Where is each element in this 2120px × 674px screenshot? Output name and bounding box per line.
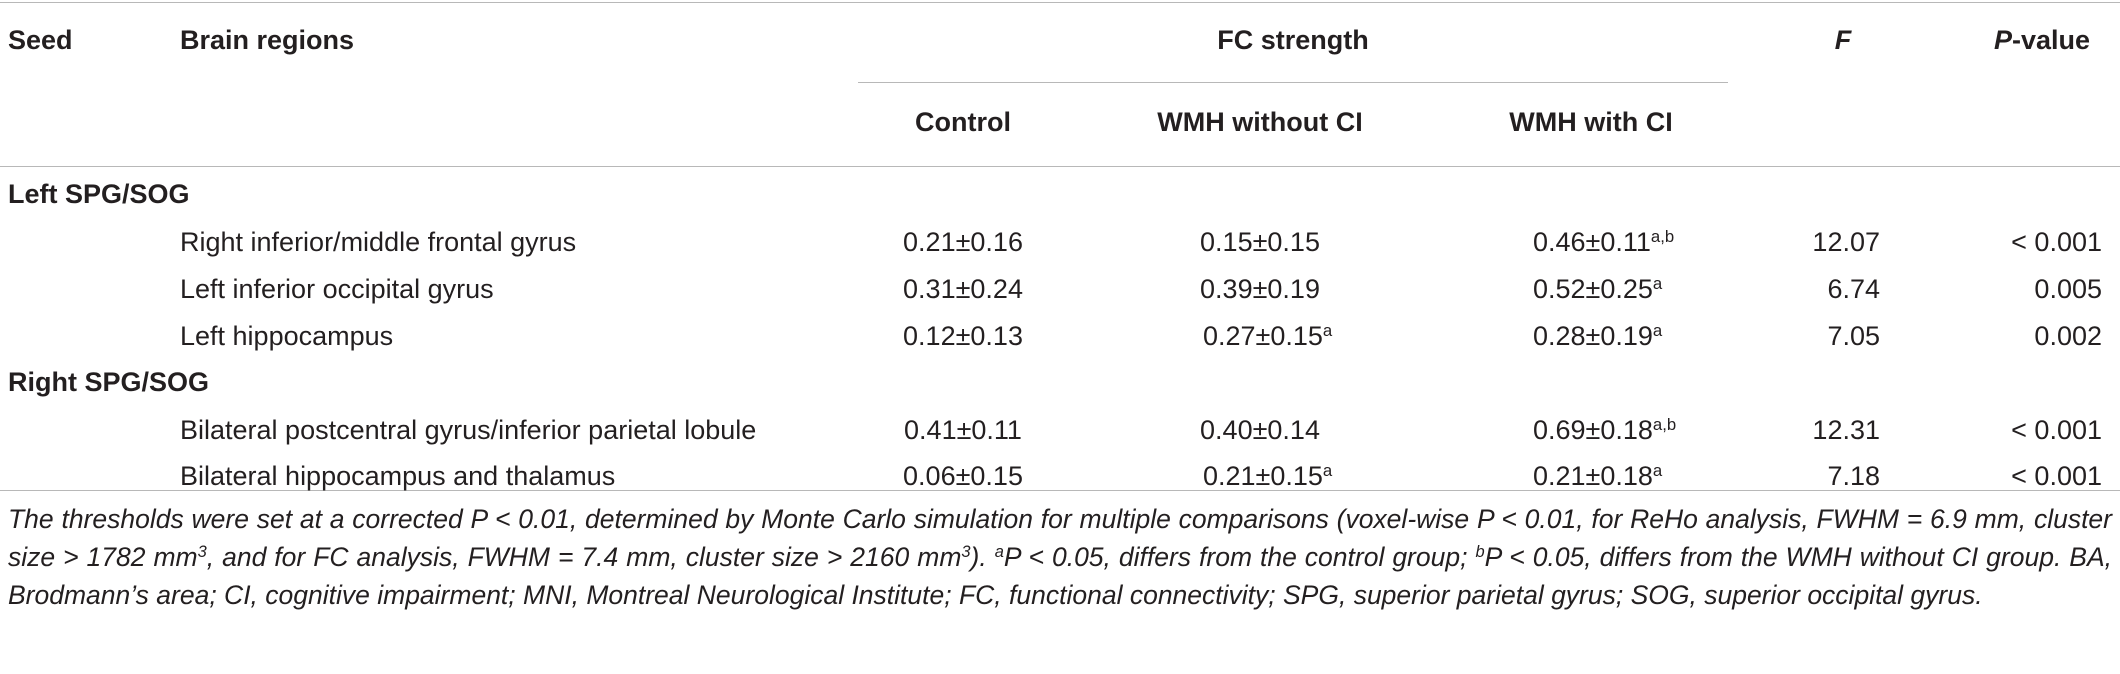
p-value: 0.005 [2034,274,2102,304]
wmh-without-ci-value: 0.21±0.15a [1203,460,1333,491]
header-brain-regions: Brain regions [180,25,355,55]
header-control: Control [915,107,1011,137]
wmh-without-ci-value: 0.39±0.19 [1200,274,1320,304]
region-name: Bilateral postcentral gyrus/inferior par… [180,415,757,445]
table-footnote: The thresholds were set at a corrected P… [8,504,2113,610]
p-value: < 0.001 [2011,461,2102,491]
wmh-with-ci-value: 0.52±0.25a [1533,273,1663,304]
p-value: < 0.001 [2011,227,2102,257]
wmh-without-ci-value: 0.27±0.15a [1203,320,1333,351]
p-value: 0.002 [2034,321,2102,351]
f-value: 7.18 [1827,461,1880,491]
region-name: Right inferior/middle frontal gyrus [180,227,577,257]
group-label: Right SPG/SOG [8,367,210,397]
f-value: 12.07 [1812,227,1880,257]
region-name: Left inferior occipital gyrus [180,274,494,304]
group-label: Left SPG/SOG [8,179,190,209]
fc-strength-rule [858,82,1728,83]
wmh-with-ci-value: 0.28±0.19a [1533,320,1663,351]
header-f: F [1834,25,1852,55]
header-p-value: P-value [1994,24,2090,56]
wmh-with-ci-value: 0.69±0.18a,b [1533,414,1677,445]
wmh-without-ci-value: 0.15±0.15 [1200,227,1320,257]
header-bottom-rule [0,166,2120,167]
header-seed: Seed [8,25,73,55]
control-value: 0.06±0.15 [903,461,1023,491]
header-p-italic: P [1993,25,2012,55]
control-value: 0.41±0.11 [904,415,1022,445]
header-wmh-with-ci: WMH with CI [1509,107,1673,137]
p-value: < 0.001 [2011,415,2102,445]
region-name: Bilateral hippocampus and thalamus [180,461,616,491]
wmh-without-ci-value: 0.40±0.14 [1200,415,1320,445]
header-p-rest: -value [2011,25,2090,55]
top-rule [0,2,2120,3]
f-value: 6.74 [1827,274,1880,304]
control-value: 0.31±0.24 [903,274,1023,304]
control-value: 0.12±0.13 [903,321,1023,351]
wmh-with-ci-value: 0.46±0.11a,b [1533,226,1675,257]
header-wmh-without-ci: WMH without CI [1157,107,1363,137]
f-value: 12.31 [1812,415,1880,445]
control-value: 0.21±0.16 [903,227,1023,257]
region-name: Left hippocampus [180,321,394,351]
f-value: 7.05 [1827,321,1880,351]
table-bottom-rule [0,490,2120,491]
header-fc-strength: FC strength [1217,25,1369,55]
wmh-with-ci-value: 0.21±0.18a [1533,460,1663,491]
